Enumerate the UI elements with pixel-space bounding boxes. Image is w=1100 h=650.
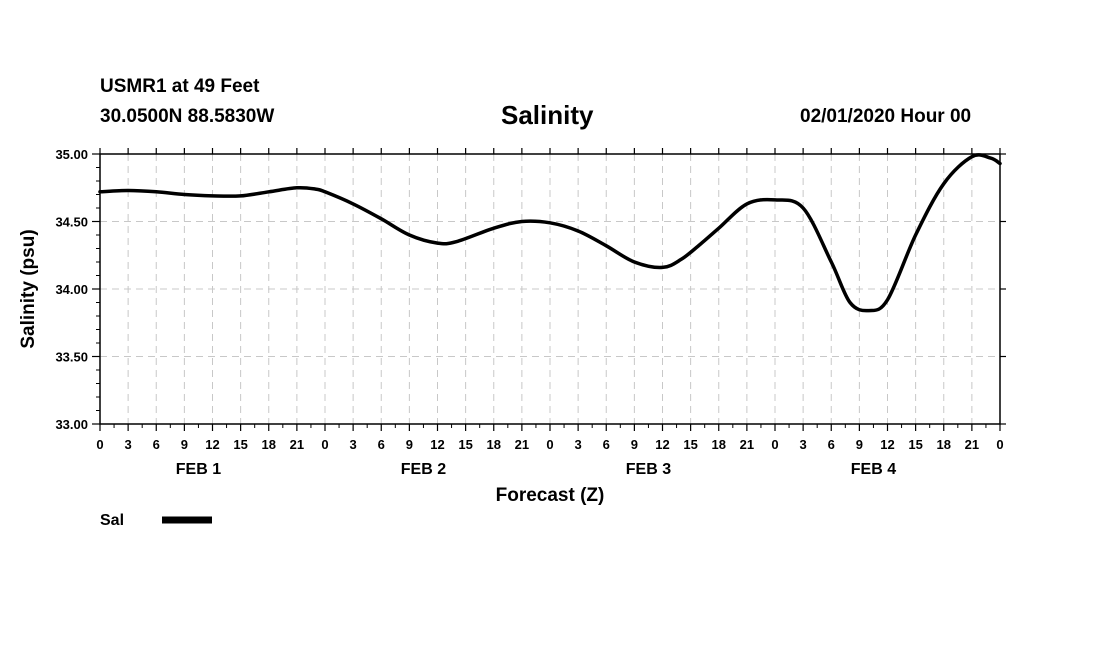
x-tick-label: 3 <box>125 437 132 452</box>
x-tick-label: 9 <box>181 437 188 452</box>
x-tick-label: 15 <box>233 437 247 452</box>
x-tick-label: 9 <box>631 437 638 452</box>
station-label: USMR1 at 49 Feet <box>100 76 260 97</box>
chart-title: Salinity <box>501 100 594 130</box>
day-label: FEB 4 <box>851 461 896 478</box>
x-tick-label: 0 <box>546 437 553 452</box>
day-label: FEB 1 <box>176 461 221 478</box>
x-tick-label: 0 <box>321 437 328 452</box>
x-tick-label: 3 <box>350 437 357 452</box>
x-tick-label: 12 <box>430 437 444 452</box>
x-tick-labels: 0 3 6 9 12 15 18 21 0 3 6 9 12 15 18 21 0 3 6 9 12 15 18 21 0 3 6 9… <box>96 437 1003 452</box>
coordinates-label: 30.0500N 88.5830W <box>100 106 275 127</box>
y-tick-label: 35.00 <box>55 147 88 162</box>
x-tick-label: 21 <box>965 437 979 452</box>
day-labels: FEB 1 FEB 2 FEB 3 FEB 4 <box>176 461 896 478</box>
x-tick-label: 12 <box>655 437 669 452</box>
x-tick-label: 18 <box>487 437 501 452</box>
y-tick-label: 34.50 <box>55 215 88 230</box>
y-tick-label: 33.00 <box>55 417 88 432</box>
x-tick-label: 15 <box>458 437 472 452</box>
x-tick-label: 15 <box>908 437 922 452</box>
x-tick-label: 21 <box>290 437 304 452</box>
x-tick-label: 18 <box>262 437 276 452</box>
y-axis-title: Salinity (psu) <box>18 229 39 348</box>
grid-lines <box>100 154 1000 424</box>
x-tick-label: 3 <box>800 437 807 452</box>
axis-ticks <box>92 148 1006 431</box>
x-tick-label: 0 <box>96 437 103 452</box>
y-tick-label: 34.00 <box>55 282 88 297</box>
x-tick-label: 9 <box>406 437 413 452</box>
x-tick-label: 6 <box>603 437 610 452</box>
salinity-line <box>98 153 1002 313</box>
x-tick-label: 21 <box>740 437 754 452</box>
x-tick-label: 3 <box>575 437 582 452</box>
x-tick-label: 0 <box>771 437 778 452</box>
day-label: FEB 3 <box>626 461 671 478</box>
x-tick-label: 9 <box>856 437 863 452</box>
forecast-timestamp: 02/01/2020 Hour 00 <box>800 106 972 127</box>
y-tick-label: 33.50 <box>55 350 88 365</box>
legend-label: Sal <box>100 512 124 529</box>
x-tick-label: 6 <box>828 437 835 452</box>
day-label: FEB 2 <box>401 461 446 478</box>
x-tick-label: 12 <box>880 437 894 452</box>
x-tick-label: 21 <box>515 437 529 452</box>
x-axis-title: Forecast (Z) <box>496 485 605 506</box>
x-tick-label: 15 <box>683 437 697 452</box>
x-tick-label: 18 <box>712 437 726 452</box>
x-tick-label: 6 <box>153 437 160 452</box>
y-tick-labels: 33.00 33.50 34.00 34.50 35.00 <box>55 147 88 432</box>
plot-frame <box>99 153 1001 425</box>
x-tick-label: 12 <box>205 437 219 452</box>
x-tick-label: 18 <box>937 437 951 452</box>
x-tick-label: 6 <box>378 437 385 452</box>
x-tick-label: 0 <box>996 437 1003 452</box>
